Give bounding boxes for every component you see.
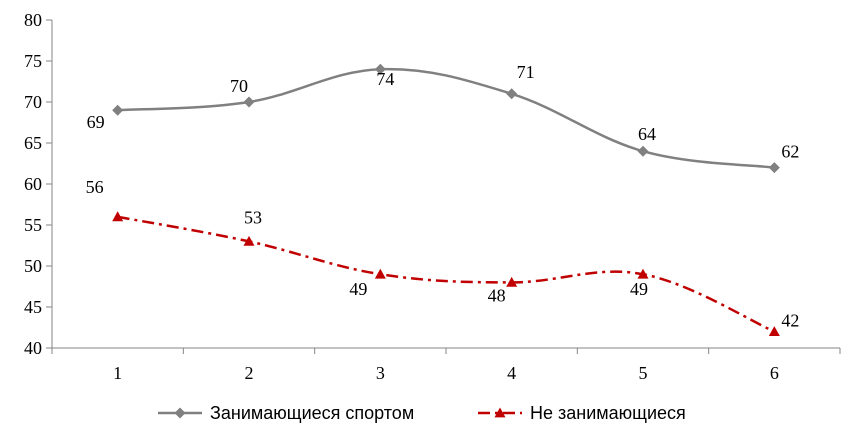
y-tick-label: 50: [24, 256, 42, 276]
data-point: [243, 235, 255, 246]
legend: Занимающиеся спортом Не занимающиеся: [158, 403, 686, 423]
data-point: [637, 268, 649, 279]
data-point: [112, 104, 124, 116]
data-point: [768, 326, 780, 336]
x-tick-label: 4: [507, 363, 516, 383]
data-label: 71: [517, 62, 535, 82]
series-layer: 69 70 74 71 64 62 56 53 49 48 49 42: [86, 62, 799, 336]
y-tick-label: 75: [24, 51, 42, 71]
series-line: [117, 215, 775, 333]
data-point: [374, 63, 386, 75]
data-point: [637, 145, 649, 157]
data-label: 49: [349, 279, 367, 299]
x-tick-label: 2: [245, 363, 254, 383]
data-label: 42: [781, 311, 799, 331]
x-tick-label: 5: [639, 363, 648, 383]
data-point: [374, 268, 386, 279]
x-tick-label: 6: [770, 363, 779, 383]
data-point: [506, 88, 518, 100]
data-label: 48: [488, 285, 506, 305]
y-tick-label: 40: [24, 338, 42, 358]
y-tick-label: 80: [24, 10, 42, 30]
data-label: 74: [376, 69, 394, 89]
data-point: [112, 211, 124, 222]
data-label: 62: [781, 142, 799, 162]
data-label: 64: [638, 124, 656, 144]
legend-label: Занимающиеся спортом: [210, 403, 414, 423]
y-tick-label: 45: [24, 297, 42, 317]
x-tick-label: 3: [376, 363, 385, 383]
data-label: 53: [244, 207, 262, 227]
y-tick-label: 55: [24, 215, 42, 235]
legend-marker: [174, 407, 186, 419]
x-axis: 1 2 3 4 5 6: [51, 347, 841, 383]
legend-marker: [494, 407, 506, 418]
data-label: 70: [230, 76, 248, 96]
series-line: [117, 67, 775, 169]
legend-item-2: Не занимающиеся: [478, 403, 686, 423]
y-axis: 40 45 50 55 60 65 70 75 80: [24, 10, 53, 358]
data-label: 69: [87, 112, 105, 132]
y-tick-label: 60: [24, 174, 42, 194]
y-tick-label: 65: [24, 133, 42, 153]
series-1: 69 70 74 71 64 62: [87, 62, 799, 174]
series-2: 56 53 49 48 49 42: [86, 177, 799, 336]
data-point: [768, 162, 780, 174]
legend-label: Не занимающиеся: [530, 403, 686, 423]
data-label: 49: [630, 279, 648, 299]
data-label: 56: [86, 177, 104, 197]
data-point: [243, 96, 255, 108]
x-tick-label: 1: [113, 363, 122, 383]
legend-item-1: Занимающиеся спортом: [158, 403, 414, 423]
data-point: [506, 276, 518, 287]
y-tick-label: 70: [24, 92, 42, 112]
